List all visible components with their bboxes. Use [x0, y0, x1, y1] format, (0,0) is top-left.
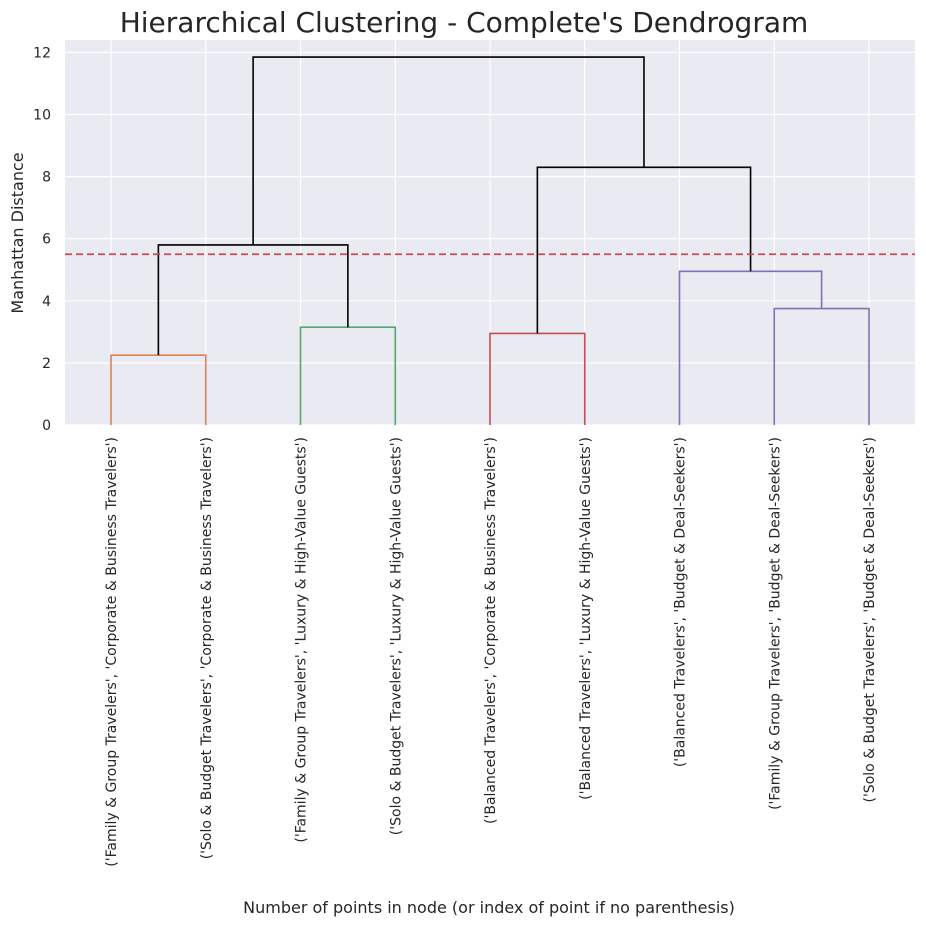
y-tick-label: 4 — [42, 294, 51, 310]
x-axis-label: Number of points in node (or index of po… — [243, 898, 735, 917]
leaf-label: ('Family & Group Travelers', 'Luxury & H… — [294, 437, 310, 843]
leaf-label: ('Solo & Budget Travelers', 'Luxury & Hi… — [388, 437, 404, 835]
dendrogram-links — [110, 56, 870, 425]
y-tick-label: 8 — [42, 170, 51, 186]
dendrogram-link — [252, 56, 645, 245]
y-axis-ticks: 0 2 4 6 8 10 12 — [33, 45, 51, 434]
leaf-label: ('Balanced Travelers', 'Luxury & High-Va… — [578, 437, 594, 800]
y-tick-label: 6 — [42, 232, 51, 248]
y-tick-label: 0 — [42, 418, 51, 434]
y-tick-label: 2 — [42, 356, 51, 372]
leaf-labels: ('Family & Group Travelers', 'Corporate … — [104, 437, 878, 867]
y-axis-label: Manhattan Distance — [8, 152, 27, 313]
leaf-label: ('Balanced Travelers', 'Corporate & Busi… — [483, 437, 499, 824]
leaf-label: ('Solo & Budget Travelers', 'Budget & De… — [862, 437, 878, 803]
leaf-label: ('Family & Group Travelers', 'Corporate … — [104, 437, 120, 867]
leaf-label: ('Solo & Budget Travelers', 'Corporate &… — [199, 437, 215, 859]
chart-title: Hierarchical Clustering - Complete's Den… — [120, 6, 809, 39]
y-tick-label: 10 — [33, 108, 51, 124]
leaf-label: ('Family & Group Travelers', 'Budget & D… — [767, 437, 783, 810]
y-tick-label: 12 — [33, 45, 51, 61]
leaf-label: ('Balanced Travelers', 'Budget & Deal-Se… — [673, 437, 689, 767]
